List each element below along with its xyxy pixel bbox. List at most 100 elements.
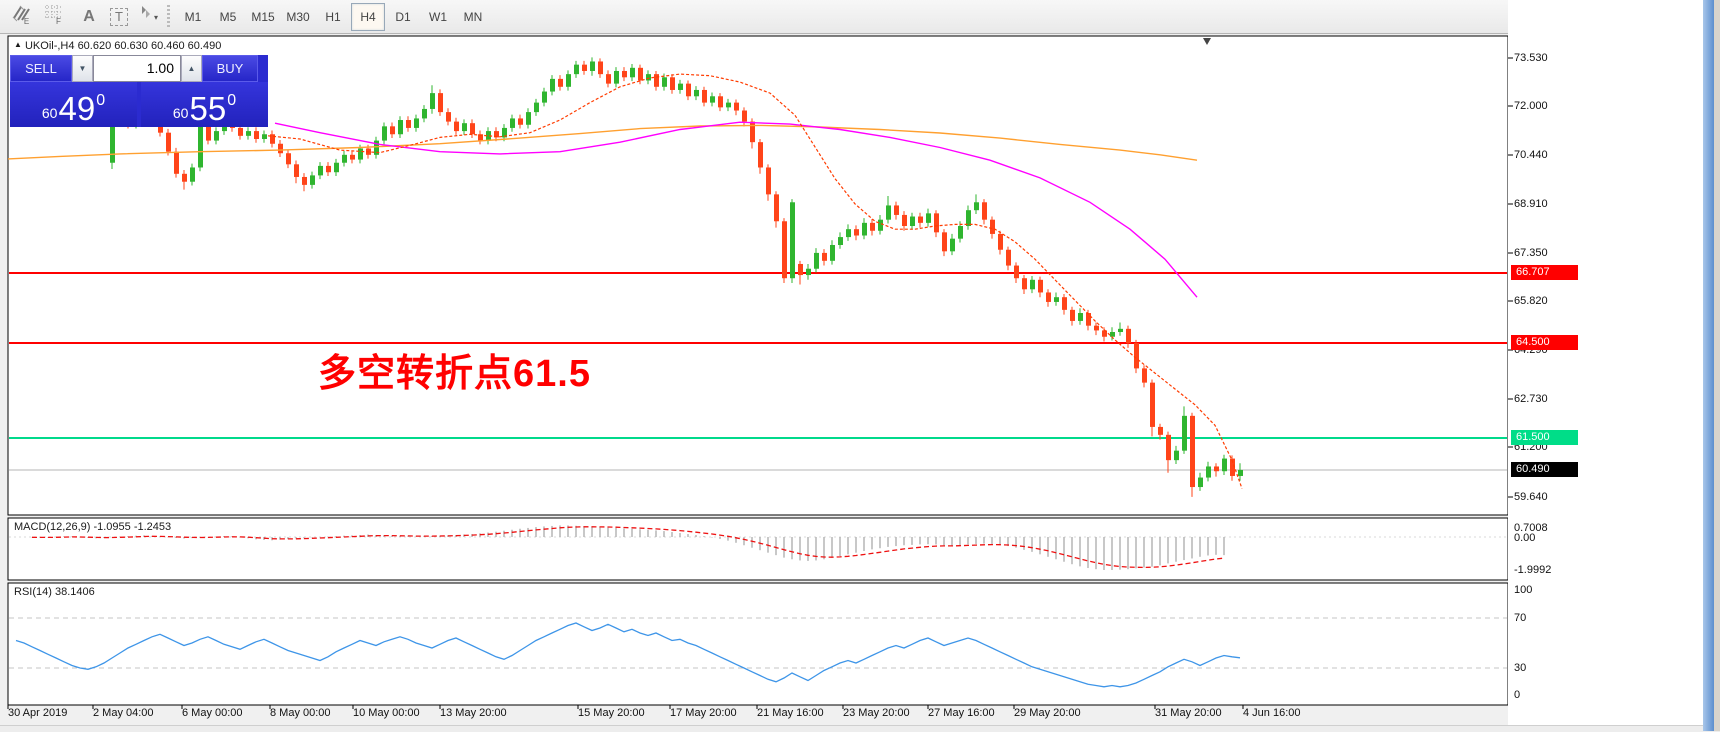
rsi-pane xyxy=(7,582,1509,706)
candle-body xyxy=(686,83,691,97)
shapes-icon xyxy=(142,6,150,18)
candle-body xyxy=(1206,466,1211,478)
price-tick-label: 62.730 xyxy=(1514,393,1548,405)
candle-body xyxy=(1158,426,1163,435)
text-label-tool-icon[interactable]: T xyxy=(104,3,134,31)
sell-price-prefix: 60 xyxy=(41,105,58,121)
candle-body xyxy=(990,219,995,234)
candle-body xyxy=(798,263,803,276)
candle-body xyxy=(238,127,243,136)
candle-body xyxy=(398,120,403,135)
candle-body xyxy=(1030,279,1035,290)
candle-body xyxy=(558,78,563,87)
price-level-badge: 66.707 xyxy=(1511,265,1578,280)
candle-body xyxy=(1142,368,1147,383)
candle-body xyxy=(406,120,411,128)
candle-body xyxy=(414,118,419,128)
shapes-tool-icon[interactable]: ▾ xyxy=(136,3,174,31)
candle-body xyxy=(1070,309,1075,321)
text-tool-icon[interactable]: A xyxy=(76,3,102,31)
candle-body xyxy=(750,121,755,143)
buy-button[interactable]: BUY xyxy=(202,55,258,82)
candle-body xyxy=(966,210,971,227)
expert-advisors-icon[interactable]: E xyxy=(10,3,42,31)
sell-price-display[interactable]: 60 49 0 xyxy=(10,82,137,127)
timeframe-bar: M1 M5 M15 M30 H1 H4 D1 W1 MN xyxy=(176,3,491,31)
time-axis-label: 29 May 20:00 xyxy=(1014,707,1081,719)
volume-decrease-button[interactable]: ▼ xyxy=(72,55,93,82)
candle-body xyxy=(1174,450,1179,461)
volume-increase-button[interactable]: ▲ xyxy=(181,55,202,82)
candle-body xyxy=(830,244,835,261)
candle-body xyxy=(1054,297,1059,302)
spin-up-icon: ▲ xyxy=(187,64,196,73)
timeframe-button-m15[interactable]: M15 xyxy=(251,10,275,24)
one-click-trade-panel: SELL ▼ 1.00 ▲ BUY 60 49 0 60 55 0 xyxy=(10,55,268,127)
candle-body xyxy=(1166,434,1171,461)
candle-body xyxy=(166,132,171,152)
candle-body xyxy=(310,175,315,185)
bottom-window-edge xyxy=(0,725,1720,732)
volume-input[interactable]: 1.00 xyxy=(93,55,181,82)
sell-button[interactable]: SELL xyxy=(10,55,72,82)
candle-body xyxy=(486,131,491,141)
candle-body xyxy=(430,93,435,109)
candle-body xyxy=(454,121,459,132)
candle-body xyxy=(182,173,187,182)
candle-body xyxy=(1222,458,1227,472)
candle-body xyxy=(1102,330,1107,337)
candle-body xyxy=(302,176,307,185)
window-scroll-strip[interactable] xyxy=(1703,0,1714,731)
candle-body xyxy=(702,89,707,103)
candle-body xyxy=(974,202,979,211)
timeframe-button-mn[interactable]: MN xyxy=(463,10,483,24)
candle-body xyxy=(478,134,483,141)
candle-body xyxy=(606,74,611,84)
candle-body xyxy=(254,131,259,140)
candle-body xyxy=(614,70,619,84)
candle-body xyxy=(1198,477,1203,488)
time-axis-label: 8 May 00:00 xyxy=(270,707,331,719)
candle-body xyxy=(1078,313,1083,321)
ohlc-values: 60.620 60.630 60.460 60.490 xyxy=(77,40,222,52)
candle-body xyxy=(1238,469,1243,476)
tool-sub-label: E xyxy=(23,16,30,26)
price-tick-label: 68.910 xyxy=(1514,198,1548,210)
candle-body xyxy=(958,226,963,239)
time-axis-label: 13 May 20:00 xyxy=(440,707,507,719)
candle-body xyxy=(326,165,331,173)
chart-annotation-text: 多空转折点61.5 xyxy=(318,353,591,395)
timeframe-button-m5[interactable]: M5 xyxy=(219,10,237,24)
time-axis-label: 10 May 00:00 xyxy=(353,707,420,719)
toolbar-grip[interactable] xyxy=(167,5,170,28)
candle-body xyxy=(910,216,915,227)
candle-body xyxy=(782,221,787,279)
price-tick-label: 59.640 xyxy=(1514,491,1548,503)
rsi-axis-label: 0 xyxy=(1514,689,1521,701)
candle-body xyxy=(1126,328,1131,344)
candle-body xyxy=(670,77,675,90)
timeframe-button-h1[interactable]: H1 xyxy=(325,10,341,24)
time-axis-label: 15 May 20:00 xyxy=(578,707,645,719)
rsi-line xyxy=(15,622,1241,688)
candle-body xyxy=(350,154,355,160)
timeframe-button-d1[interactable]: D1 xyxy=(395,10,411,24)
candle-body xyxy=(262,134,267,140)
macd-signal-line xyxy=(31,526,1225,569)
candle-body xyxy=(1022,278,1027,290)
candle-body xyxy=(270,134,275,144)
candle-body xyxy=(278,143,283,154)
candle-body xyxy=(214,131,219,141)
time-axis-label: 31 May 20:00 xyxy=(1155,707,1222,719)
timeframe-button-m30[interactable]: M30 xyxy=(286,10,310,24)
candle-body xyxy=(1190,415,1195,488)
candle-body xyxy=(982,202,987,220)
macd-axis-label: 0.7008 xyxy=(1514,522,1548,534)
candle-body xyxy=(822,252,827,261)
candle-body xyxy=(918,216,923,223)
grid-tool-icon[interactable]: F xyxy=(42,3,74,31)
timeframe-button-m1[interactable]: M1 xyxy=(184,10,202,24)
buy-price-display[interactable]: 60 55 0 xyxy=(141,82,268,127)
timeframe-button-h4[interactable]: H4 xyxy=(351,3,385,31)
timeframe-button-w1[interactable]: W1 xyxy=(429,10,447,24)
